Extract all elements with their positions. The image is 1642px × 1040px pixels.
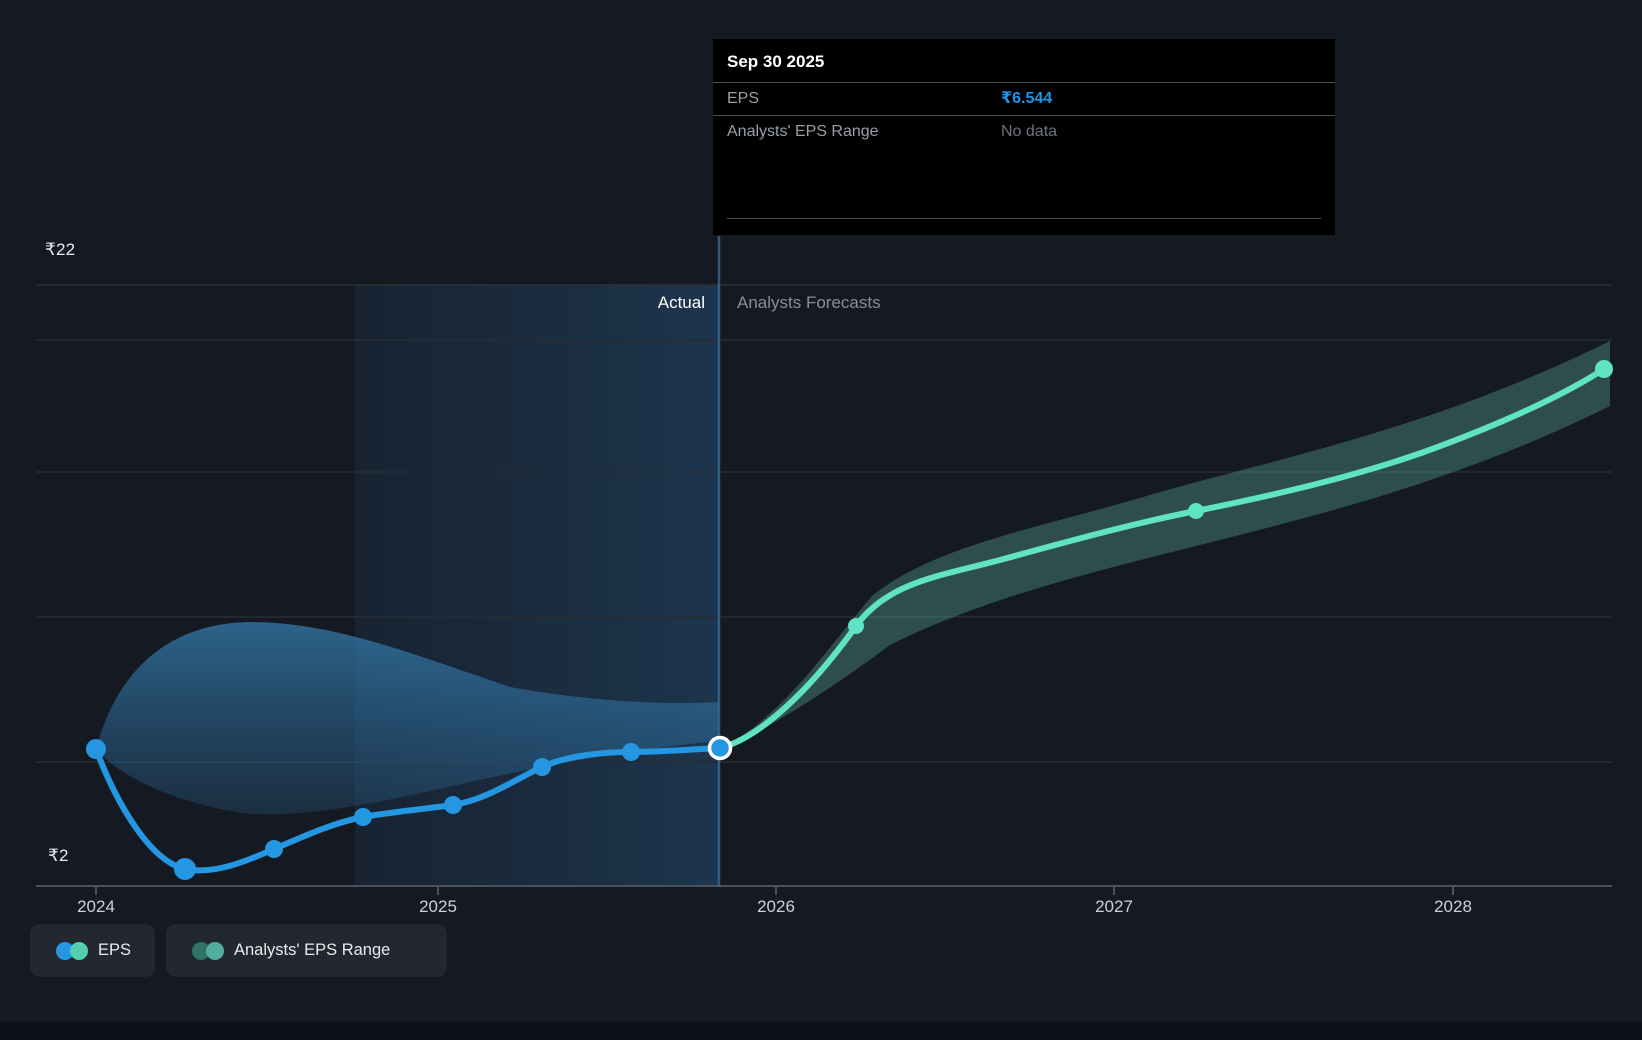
eps-range-forecast-band xyxy=(720,341,1610,748)
legend-eps-label: EPS xyxy=(98,941,132,959)
tooltip-date: Sep 30 2025 xyxy=(713,39,1335,83)
tooltip: Sep 30 2025 EPS ₹6.544 Analysts' EPS Ran… xyxy=(712,38,1336,236)
bottom-bar xyxy=(0,1022,1642,1040)
tooltip-row-eps: EPS ₹6.544 xyxy=(713,83,1335,116)
x-tick-2026: 2026 xyxy=(757,897,795,916)
eps-data-points[interactable] xyxy=(86,739,640,880)
legend-analysts-eps-range[interactable]: Analysts' EPS Range xyxy=(166,924,447,977)
actual-label: Actual xyxy=(657,293,705,312)
y-axis-label-bottom: ₹2 xyxy=(48,846,69,865)
x-tick-2027: 2027 xyxy=(1095,897,1133,916)
x-tick-2025: 2025 xyxy=(419,897,457,916)
forecast-label: Analysts Forecasts xyxy=(737,293,881,312)
tooltip-eps-label: EPS xyxy=(727,90,760,107)
tooltip-eps-value: ₹6.544 xyxy=(1001,90,1053,107)
eps-range-actual-band xyxy=(96,622,718,815)
hovered-point[interactable] xyxy=(707,735,733,761)
eps-legend-icon xyxy=(56,941,90,961)
forecast-data-points[interactable] xyxy=(848,360,1613,634)
legend-range-label: Analysts' EPS Range xyxy=(234,941,391,959)
actual-highlight-band xyxy=(355,285,719,886)
range-legend-icon xyxy=(192,941,226,961)
tooltip-footer-divider xyxy=(727,218,1321,219)
forecast-line-path xyxy=(717,366,1607,751)
tooltip-range-label: Analysts' EPS Range xyxy=(727,123,879,140)
legend-eps[interactable]: EPS xyxy=(30,924,155,977)
x-tick-2024: 2024 xyxy=(77,897,115,916)
x-axis-ticks xyxy=(95,886,1454,895)
tooltip-row-range: Analysts' EPS Range No data xyxy=(713,116,1335,148)
x-tick-2028: 2028 xyxy=(1434,897,1472,916)
tooltip-range-value: No data xyxy=(1001,123,1058,140)
y-axis-label-top: ₹22 xyxy=(45,240,76,259)
